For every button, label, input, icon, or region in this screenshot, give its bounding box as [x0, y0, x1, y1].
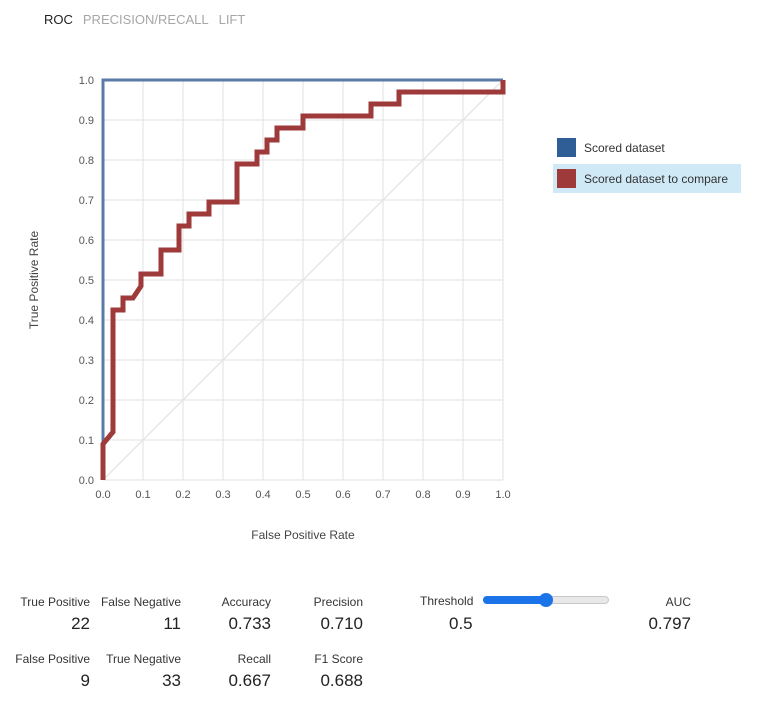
metric-accuracy: Accuracy 0.733 [205, 595, 271, 634]
metric-true-positive: True Positive 22 [20, 595, 90, 634]
metric-value: 9 [80, 671, 90, 690]
metric-precision: Precision 0.710 [300, 595, 363, 634]
y-tick-label: 1.0 [79, 75, 94, 87]
threshold-label: Threshold [420, 594, 474, 608]
y-tick-label: 0.3 [79, 355, 94, 367]
x-tick-label: 0.7 [375, 489, 390, 501]
metric-value: 11 [163, 614, 181, 633]
chart-legend: Scored dataset Scored dataset to compare [553, 133, 741, 195]
roc-chart: 0.0 0.1 0.2 0.3 0.4 0.5 0.6 0.7 0.8 0.9 1.0 0.0 0.1… [27, 75, 511, 542]
y-tick-label: 0.1 [79, 435, 94, 447]
x-axis-title: False Positive Rate [251, 528, 355, 542]
y-tick-label: 0.2 [79, 395, 94, 407]
x-tick-label: 0.3 [215, 489, 230, 501]
metric-f1-score: F1 Score 0.688 [300, 652, 363, 691]
metric-value: 0.797 [648, 614, 691, 633]
x-tick-label: 0.8 [415, 489, 430, 501]
series-line-scored-dataset [101, 78, 503, 480]
tab-roc[interactable]: ROC [44, 12, 73, 27]
y-tick-label: 0.5 [79, 275, 94, 287]
metric-label: Recall [237, 652, 271, 666]
legend-label: Scored dataset [584, 140, 665, 155]
metric-label: True Negative [106, 652, 181, 666]
x-tick-label: 0.1 [135, 489, 150, 501]
metric-label: Accuracy [221, 595, 271, 609]
metric-recall: Recall 0.667 [205, 652, 271, 691]
legend-label: Scored dataset to compare [584, 171, 729, 186]
y-tick-label: 0.0 [79, 475, 94, 487]
metric-value: 0.733 [228, 614, 271, 633]
legend-swatch [557, 138, 576, 157]
y-tick-label: 0.6 [79, 235, 94, 247]
metric-label: Precision [313, 595, 363, 609]
metric-label: AUC [665, 595, 691, 609]
y-axis-ticks: 0.0 0.1 0.2 0.3 0.4 0.5 0.6 0.7 0.8 0.9 1.0 [79, 75, 94, 487]
chart-series [100, 78, 506, 480]
metric-false-positive: False Positive 9 [14, 652, 90, 691]
x-tick-label: 0.2 [175, 489, 190, 501]
metric-value: 22 [71, 614, 90, 633]
y-tick-label: 0.4 [79, 315, 94, 327]
tab-precision-recall[interactable]: PRECISION/RECALL [82, 12, 209, 27]
x-tick-label: 0.6 [335, 489, 350, 501]
threshold-value: 0.5 [449, 614, 473, 633]
legend-swatch [557, 169, 576, 188]
metric-value: 0.667 [228, 671, 271, 690]
legend-item-scored-dataset[interactable]: Scored dataset [553, 133, 741, 162]
metric-label: False Negative [100, 595, 181, 609]
diagonal-reference-line [102, 79, 504, 481]
chart-tabs: ROC PRECISION/RECALL LIFT [44, 12, 245, 27]
x-tick-label: 1.0 [495, 489, 510, 501]
metric-label: True Positive [20, 595, 90, 609]
y-tick-label: 0.8 [79, 155, 94, 167]
metric-auc: AUC 0.797 [620, 595, 691, 634]
metric-value: 0.688 [320, 671, 363, 690]
threshold-slider[interactable] [483, 593, 609, 607]
x-tick-label: 0.0 [95, 489, 110, 501]
metric-true-negative: True Negative 33 [100, 652, 181, 691]
series-line-scored-dataset-to-compare [100, 80, 506, 480]
slider-thumb[interactable] [539, 593, 553, 607]
y-tick-label: 0.7 [79, 195, 94, 207]
x-tick-label: 0.5 [295, 489, 310, 501]
slider-fill [483, 596, 546, 604]
metric-value: 0.710 [320, 614, 363, 633]
metric-false-negative: False Negative 11 [100, 595, 181, 634]
metric-label: F1 Score [314, 652, 363, 666]
y-axis-title: True Positive Rate [27, 231, 41, 330]
metric-label: False Positive [15, 652, 90, 666]
x-tick-label: 0.4 [255, 489, 270, 501]
y-tick-label: 0.9 [79, 115, 94, 127]
metric-value: 33 [162, 671, 181, 690]
x-axis-ticks: 0.0 0.1 0.2 0.3 0.4 0.5 0.6 0.7 0.8 0.9 1.0 [95, 489, 510, 501]
legend-item-scored-dataset-to-compare[interactable]: Scored dataset to compare [553, 164, 741, 193]
tab-lift[interactable]: LIFT [218, 12, 246, 27]
x-tick-label: 0.9 [455, 489, 470, 501]
